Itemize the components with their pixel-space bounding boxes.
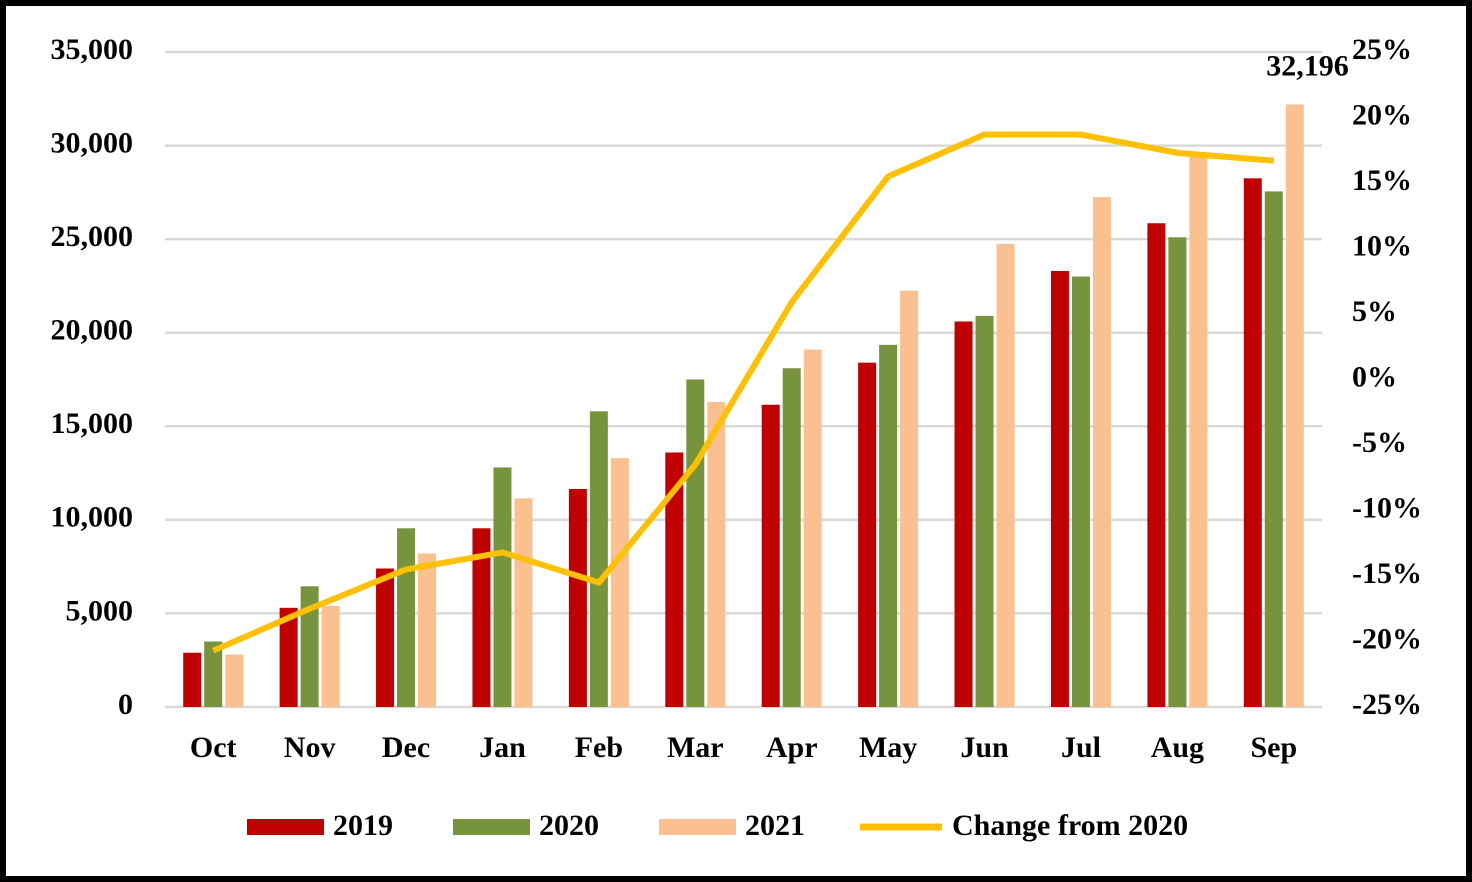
- x-tick-label: Apr: [766, 731, 818, 764]
- bar: [300, 586, 319, 707]
- y2-tick-label: 25%: [1352, 33, 1412, 66]
- bar: [900, 290, 919, 707]
- x-tick-label: Dec: [382, 731, 430, 764]
- bar: [879, 344, 898, 707]
- y-tick-label: 0: [118, 688, 133, 721]
- bar: [204, 641, 223, 707]
- bar: [1050, 270, 1069, 707]
- bar: [589, 411, 608, 707]
- line: [212, 131, 1275, 654]
- x-tick-label: Jun: [960, 731, 1009, 764]
- bar: [418, 553, 437, 707]
- bar: [975, 315, 994, 707]
- bar: [1285, 104, 1304, 707]
- bar: [376, 568, 395, 707]
- bar: [568, 488, 587, 707]
- bar: [1189, 154, 1208, 707]
- y2-tick-label: 20%: [1352, 98, 1412, 131]
- y-tick-label: 30,000: [51, 126, 134, 159]
- x-tick-label: Jan: [479, 731, 526, 764]
- y-tick-label: 20,000: [51, 314, 134, 347]
- bar: [954, 321, 973, 707]
- legend-label: 2019: [333, 809, 393, 842]
- y-tick-label: 10,000: [51, 501, 134, 534]
- y-tick-label: 5,000: [66, 594, 134, 627]
- bar: [707, 401, 726, 707]
- bar: [397, 528, 416, 707]
- y-tick-label: 35,000: [51, 33, 134, 66]
- legend-swatch: [247, 819, 324, 835]
- bar: [514, 498, 533, 707]
- x-tick-label: Nov: [284, 731, 336, 764]
- bar: [803, 349, 822, 707]
- bar: [183, 652, 202, 707]
- legend-swatch: [453, 819, 530, 835]
- y2-tick-label: 10%: [1352, 229, 1412, 262]
- bar: [686, 379, 705, 707]
- x-tick-label: Mar: [667, 731, 724, 764]
- y-tick-label: 15,000: [51, 407, 134, 440]
- y-tick-label: 25,000: [51, 220, 134, 253]
- legend-label: 2021: [745, 809, 805, 842]
- bar: [1243, 178, 1262, 708]
- x-tick-label: Sep: [1250, 731, 1297, 764]
- y2-tick-label: -15%: [1352, 557, 1422, 590]
- bar: [225, 654, 244, 707]
- bar: [761, 404, 780, 707]
- bar: [858, 362, 877, 707]
- y2-tick-label: 15%: [1352, 164, 1412, 197]
- bar: [782, 368, 801, 707]
- bar: [279, 607, 298, 707]
- data-label: 32,196: [1266, 49, 1349, 82]
- bar: [1168, 237, 1187, 707]
- y2-tick-label: -25%: [1352, 688, 1422, 721]
- y2-tick-label: 5%: [1352, 295, 1397, 328]
- legend-label: 2020: [539, 809, 599, 842]
- bar: [610, 458, 629, 707]
- bar: [996, 243, 1015, 708]
- x-tick-label: Feb: [575, 731, 623, 764]
- y2-tick-label: -5%: [1352, 426, 1407, 459]
- bar: [321, 605, 340, 707]
- bar: [493, 467, 512, 707]
- x-tick-label: Aug: [1151, 731, 1204, 764]
- bar: [1071, 276, 1090, 707]
- x-tick-label: May: [859, 731, 917, 764]
- bar: [1264, 191, 1283, 707]
- bar: [472, 528, 491, 707]
- bar: [1147, 223, 1166, 707]
- x-tick-label: Oct: [190, 731, 237, 764]
- x-tick-label: Jul: [1061, 731, 1101, 764]
- y2-tick-label: -10%: [1352, 491, 1422, 524]
- bar: [665, 452, 684, 707]
- legend-swatch: [659, 819, 736, 835]
- y2-tick-label: 0%: [1352, 360, 1397, 393]
- legend-label: Change from 2020: [952, 809, 1188, 842]
- y2-tick-label: -20%: [1352, 622, 1422, 655]
- bar: [1092, 197, 1111, 708]
